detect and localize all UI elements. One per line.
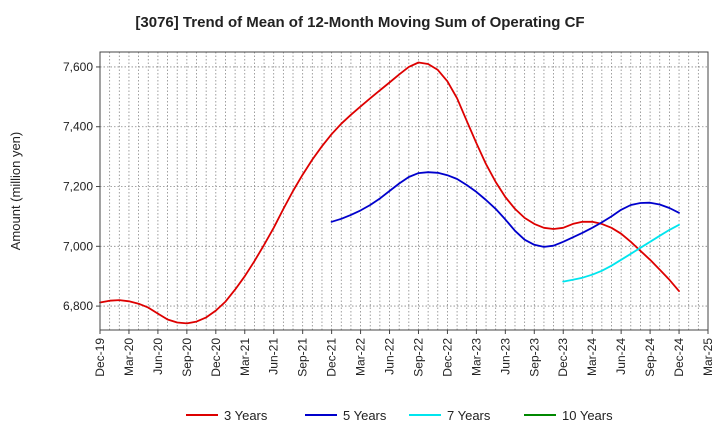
grid-lines [100, 52, 708, 330]
x-tick-label: Mar-23 [469, 338, 483, 376]
legend-label-7-years: 7 Years [447, 408, 491, 423]
series-line-3-years [99, 61, 680, 325]
x-tick-label: Dec-22 [440, 338, 454, 377]
legend-label-5-years: 5 Years [343, 408, 387, 423]
x-tick-label: Dec-21 [325, 338, 339, 377]
y-axis-label: Amount (million yen) [8, 132, 23, 251]
x-tick-label: Mar-25 [701, 338, 715, 376]
x-tick-label: Jun-21 [267, 338, 281, 375]
x-tick-label: Mar-21 [238, 338, 252, 376]
series-line-7-years [562, 223, 680, 283]
legend: 3 Years 5 Years 7 Years 10 Years [186, 408, 613, 423]
x-tick-label: Dec-23 [556, 338, 570, 377]
y-tick-label: 7,600 [63, 60, 93, 74]
y-tick-label: 7,000 [63, 239, 93, 253]
y-tick-label: 7,400 [63, 120, 93, 134]
plot-frame [99, 51, 709, 331]
x-tick-label: Dec-24 [672, 338, 686, 377]
x-tick-label: Sep-20 [180, 338, 194, 377]
x-tick-label: Mar-20 [122, 338, 136, 376]
x-tick-label: Jun-23 [498, 338, 512, 375]
y-tick-label: 6,800 [63, 299, 93, 313]
x-tick-label: Sep-23 [527, 338, 541, 377]
x-axis-ticks: Dec-19 Mar-20 Jun-20 Sep-20 Dec-20 Mar-21 Jun-… [93, 330, 715, 377]
x-tick-label: Jun-24 [614, 338, 628, 375]
legend-label-10-years: 10 Years [562, 408, 613, 423]
x-tick-label: Sep-24 [643, 338, 657, 377]
y-axis-ticks: 6,800 7,000 7,200 7,400 7,600 [63, 60, 100, 313]
x-tick-label: Sep-21 [296, 338, 310, 377]
chart-title: [3076] Trend of Mean of 12-Month Moving … [135, 14, 585, 31]
x-tick-label: Mar-24 [585, 338, 599, 376]
x-tick-label: Jun-22 [383, 338, 397, 375]
x-tick-label: Jun-20 [151, 338, 165, 375]
x-tick-label: Sep-22 [411, 338, 425, 377]
x-tick-label: Dec-19 [93, 338, 107, 377]
x-tick-label: Mar-22 [354, 338, 368, 376]
legend-label-3-years: 3 Years [224, 408, 268, 423]
y-tick-label: 7,200 [63, 180, 93, 194]
series-line-5-years [330, 171, 680, 248]
series-lines [99, 61, 680, 325]
x-tick-label: Dec-20 [209, 338, 223, 377]
